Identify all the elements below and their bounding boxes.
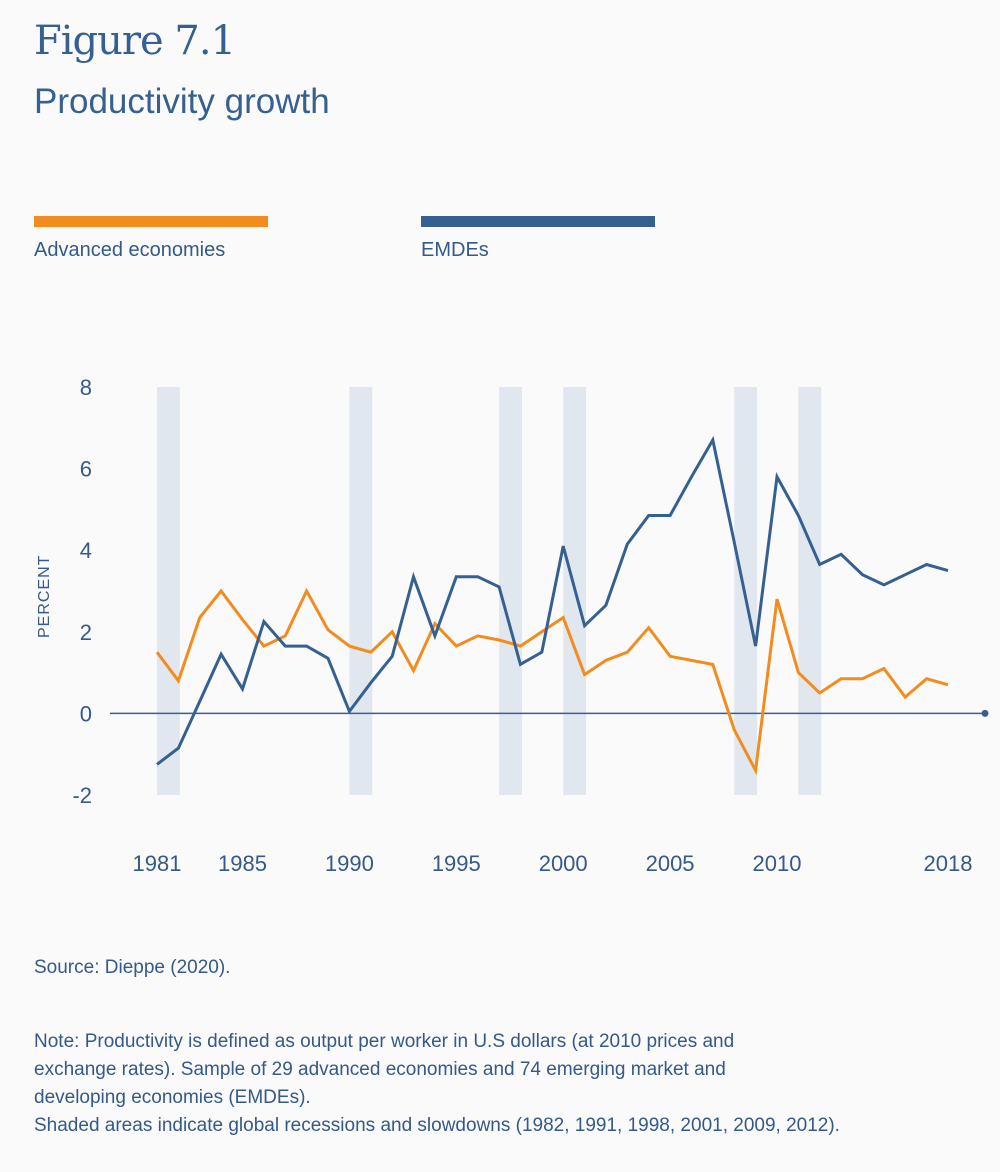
y-tick-label: -2 bbox=[72, 783, 92, 808]
y-tick-label: 8 bbox=[80, 375, 92, 400]
x-tick-label: 1981 bbox=[133, 851, 182, 876]
note-line: Note: Productivity is defined as output … bbox=[34, 1031, 735, 1052]
note-line: exchange rates). Sample of 29 advanced e… bbox=[34, 1059, 726, 1080]
series-line-advanced bbox=[155, 587, 949, 776]
recession-band-2012 bbox=[798, 387, 822, 795]
y-tick-label: 4 bbox=[80, 538, 92, 563]
legend-label-emdes: EMDEs bbox=[421, 239, 489, 261]
legend-swatch-emdes bbox=[421, 216, 655, 227]
y-axis-label: PERCENT bbox=[36, 555, 53, 638]
x-tick-label: 2005 bbox=[646, 851, 695, 876]
chart-title: Productivity growth bbox=[34, 82, 330, 121]
x-tick-label: 1985 bbox=[218, 851, 267, 876]
y-tick-label: 6 bbox=[80, 457, 92, 482]
source-text: Source: Dieppe (2020). bbox=[34, 957, 231, 978]
axis-end-dot bbox=[981, 709, 989, 717]
recession-band-1982 bbox=[157, 387, 180, 795]
x-tick-label: 1990 bbox=[325, 851, 374, 876]
x-tick-label: 2000 bbox=[539, 851, 588, 876]
legend-label-advanced: Advanced economies bbox=[34, 239, 226, 261]
note-line: developing economies (EMDEs). bbox=[34, 1087, 311, 1108]
y-tick-label: 0 bbox=[80, 701, 92, 726]
legend-swatch-advanced bbox=[34, 216, 268, 227]
x-tick-label: 2010 bbox=[752, 851, 801, 876]
series-line-emdes bbox=[156, 435, 949, 766]
figure-label: Figure 7.1 bbox=[34, 18, 236, 64]
recession-band-1991 bbox=[349, 387, 373, 795]
note-line: Shaded areas indicate global recessions … bbox=[34, 1115, 840, 1136]
note-text: Note: Productivity is defined as output … bbox=[34, 1028, 984, 1140]
y-tick-label: 2 bbox=[80, 620, 92, 645]
recession-band-1998 bbox=[499, 387, 522, 795]
x-tick-label: 1995 bbox=[432, 851, 481, 876]
x-tick-label: 2018 bbox=[924, 851, 973, 876]
